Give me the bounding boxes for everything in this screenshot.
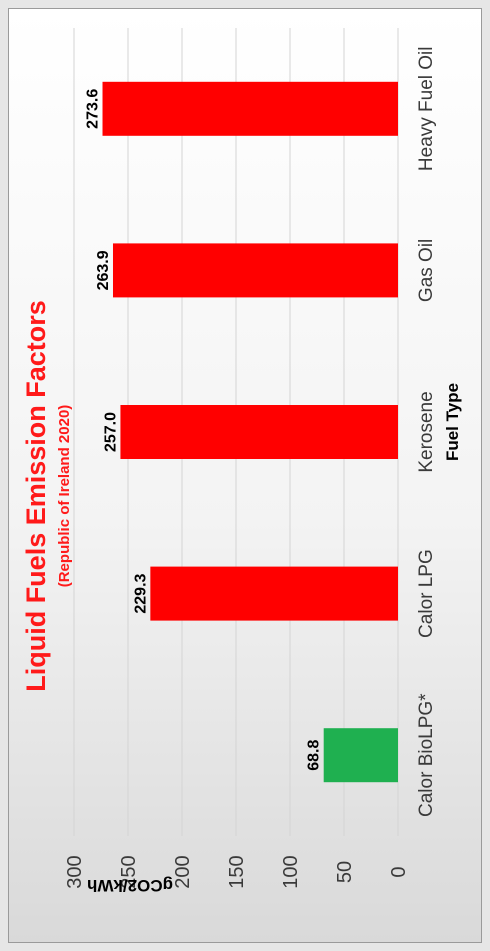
bar	[120, 405, 398, 459]
value-tick-label: 300	[64, 855, 86, 888]
value-tick-label: 100	[280, 855, 302, 888]
category-label: Calor LPG	[416, 549, 437, 638]
value-tick-label: 0	[388, 866, 410, 877]
chart-frame	[8, 8, 482, 943]
category-label: Calor BioLPG*	[416, 693, 437, 817]
bar	[150, 566, 398, 621]
bar-value-label: 273.6	[85, 89, 102, 129]
bar-value-label: 68.8	[306, 740, 323, 771]
bar-value-label: 257.0	[102, 412, 119, 452]
bar-value-label: 263.9	[95, 250, 112, 290]
value-tick-label: 250	[118, 855, 140, 888]
bar-value-label: 229.3	[132, 573, 149, 613]
category-label: Heavy Fuel Oil	[416, 46, 437, 171]
bar	[112, 243, 398, 298]
value-tick-label: 150	[226, 855, 248, 888]
value-axis-ticks: 0 50 100 150 200 250 300	[64, 855, 410, 888]
category-label: Gas Oil	[416, 239, 437, 302]
value-tick-label: 50	[334, 861, 356, 883]
value-axis-title: gCO2/kWh	[87, 876, 173, 895]
bar	[102, 81, 399, 136]
category-axis-title: Fuel Type	[443, 383, 462, 461]
bar	[323, 728, 398, 783]
category-labels: Calor BioLPG* Calor LPG Kerosene Gas Oil Hea…	[416, 46, 437, 816]
bars: 68.8 229.3 257.0 263.9 273.6	[85, 81, 399, 783]
chart-subtitle: (Republic of Ireland 2020)	[56, 405, 73, 588]
value-tick-label: 200	[172, 855, 194, 888]
chart-title: Liquid Fuels Emission Factors	[21, 300, 51, 692]
category-label: Kerosene	[416, 391, 437, 472]
